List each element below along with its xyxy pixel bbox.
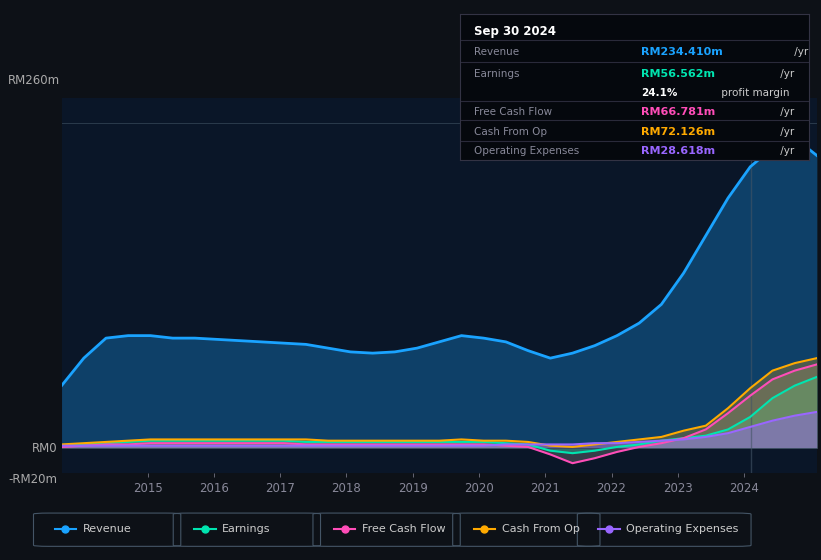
- Text: Cash From Op: Cash From Op: [474, 127, 547, 137]
- Text: RM56.562m: RM56.562m: [641, 69, 715, 79]
- Text: Free Cash Flow: Free Cash Flow: [362, 524, 446, 534]
- Text: Revenue: Revenue: [474, 47, 519, 57]
- Text: /yr: /yr: [777, 127, 794, 137]
- Text: RM234.410m: RM234.410m: [641, 47, 723, 57]
- Text: profit margin: profit margin: [718, 87, 790, 97]
- Text: Sep 30 2024: Sep 30 2024: [474, 25, 556, 38]
- Text: RM28.618m: RM28.618m: [641, 146, 715, 156]
- Text: RM260m: RM260m: [8, 74, 60, 87]
- Text: Operating Expenses: Operating Expenses: [474, 146, 579, 156]
- Text: /yr: /yr: [777, 69, 794, 79]
- Text: RM72.126m: RM72.126m: [641, 127, 715, 137]
- Text: /yr: /yr: [777, 106, 794, 116]
- Text: Free Cash Flow: Free Cash Flow: [474, 106, 552, 116]
- Text: Revenue: Revenue: [83, 524, 131, 534]
- Text: 24.1%: 24.1%: [641, 87, 677, 97]
- Text: /yr: /yr: [777, 146, 794, 156]
- Text: RM0: RM0: [32, 442, 57, 455]
- Text: Earnings: Earnings: [474, 69, 519, 79]
- Text: Operating Expenses: Operating Expenses: [626, 524, 739, 534]
- Text: RM66.781m: RM66.781m: [641, 106, 715, 116]
- Text: /yr: /yr: [791, 47, 809, 57]
- Text: Cash From Op: Cash From Op: [502, 524, 580, 534]
- Text: Earnings: Earnings: [222, 524, 271, 534]
- Text: -RM20m: -RM20m: [9, 473, 57, 486]
